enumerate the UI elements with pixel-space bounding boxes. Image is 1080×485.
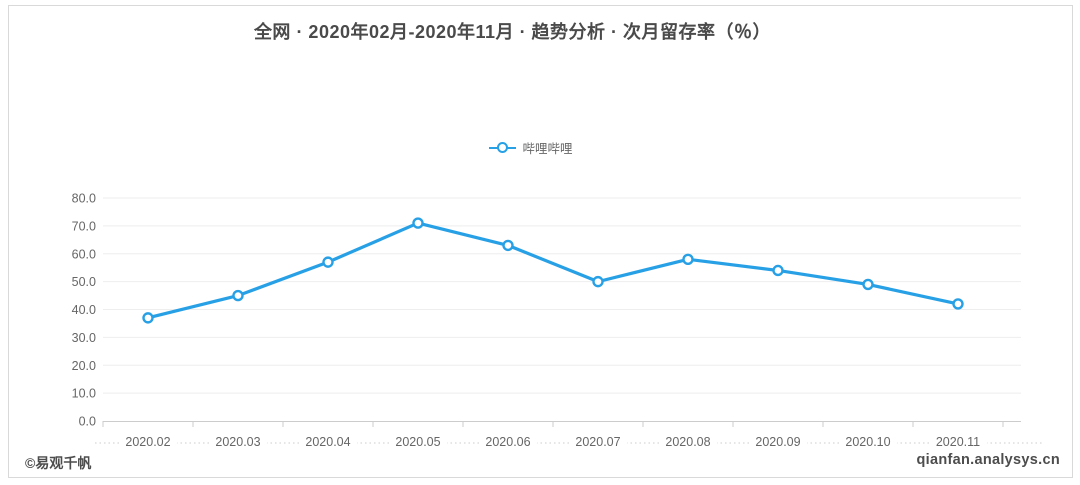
x-label-bg — [929, 432, 987, 448]
data-point[interactable] — [412, 217, 424, 229]
copyright-text: ©易观千帆 — [25, 455, 92, 471]
legend-item-bilibili[interactable]: 哔哩哔哩 — [0, 138, 1062, 157]
x-label-bg — [389, 432, 447, 448]
x-axis-tick-label: 2020.06 — [485, 435, 530, 449]
data-point[interactable] — [322, 256, 334, 268]
data-point[interactable] — [772, 264, 784, 277]
x-label-bg — [119, 432, 177, 448]
legend-line-marker-icon — [489, 141, 517, 154]
chart-title: 全网 · 2020年02月-2020年11月 · 趋势分析 · 次月留存率（％） — [253, 22, 772, 42]
data-point[interactable] — [232, 289, 244, 302]
x-axis-tick-label: 2020.05 — [395, 435, 440, 449]
x-axis-tick-label: 2020.07 — [575, 435, 620, 449]
x-axis-tick-label: 2020.10 — [845, 435, 890, 449]
source-url-text: qianfan.analysys.cn — [916, 452, 1060, 468]
x-label-bg — [839, 432, 897, 448]
x-axis-tick-label: 2020.08 — [665, 435, 710, 449]
y-axis-tick-label: 20.0 — [72, 359, 96, 373]
data-point[interactable] — [142, 312, 154, 324]
y-axis-tick-label: 70.0 — [72, 219, 96, 233]
x-label-bg — [299, 432, 357, 448]
x-label-bg — [749, 432, 807, 448]
x-axis-tick-label: 2020.04 — [305, 435, 350, 449]
y-axis-tick-label: 10.0 — [72, 387, 96, 401]
data-point[interactable] — [502, 239, 514, 252]
x-label-bg — [659, 432, 717, 448]
y-axis-tick-label: 30.0 — [72, 331, 96, 345]
y-axis-tick-label: 0.0 — [79, 415, 96, 429]
series-line — [146, 221, 960, 320]
y-axis-tick-label: 50.0 — [72, 275, 96, 289]
card-border — [8, 5, 1073, 478]
data-point[interactable] — [592, 275, 604, 288]
y-axis-tick-label: 60.0 — [72, 247, 96, 261]
legend-label: 哔哩哔哩 — [522, 142, 573, 156]
x-label-bg — [209, 432, 267, 448]
y-axis-tick-label: 40.0 — [72, 303, 96, 317]
x-label-bg — [569, 432, 627, 448]
legend-circle — [497, 142, 509, 153]
x-label-bg — [479, 432, 537, 448]
x-axis-tick-label: 2020.09 — [755, 435, 800, 449]
x-axis-tick-label: 2020.11 — [936, 435, 980, 449]
data-point[interactable] — [862, 278, 874, 291]
data-point[interactable] — [952, 298, 964, 310]
data-point[interactable] — [682, 253, 694, 266]
x-axis-tick-label: 2020.02 — [125, 435, 170, 449]
x-axis-tick-label: 2020.03 — [215, 435, 260, 449]
y-axis-tick-label: 80.0 — [72, 192, 96, 206]
